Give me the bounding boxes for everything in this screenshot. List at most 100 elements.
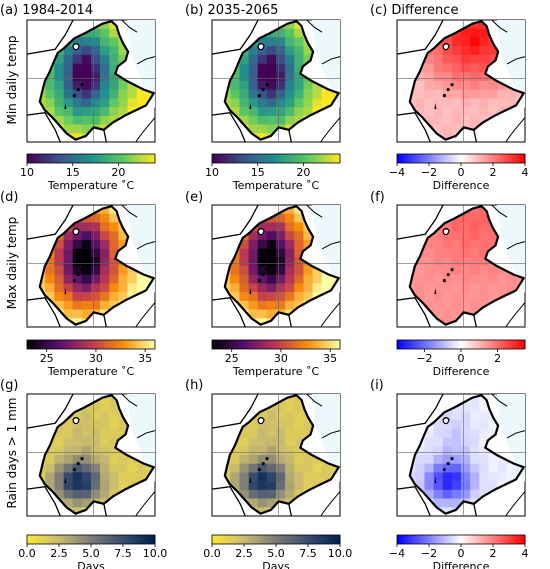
heatmap-cell xyxy=(230,266,240,276)
colorbar-segment xyxy=(480,535,483,544)
colorbar-segment xyxy=(241,154,245,163)
heatmap-cell xyxy=(239,292,249,302)
heatmap-cell xyxy=(285,107,295,117)
heatmap-cell xyxy=(285,489,295,499)
colorbar-segment xyxy=(86,340,90,349)
heatmap-cell xyxy=(479,411,489,421)
neighbour-border xyxy=(211,204,259,240)
heatmap-cell xyxy=(230,72,240,82)
lake-icon xyxy=(265,457,269,461)
colorbar-tick-label: 35 xyxy=(323,352,337,365)
heatmap-cell xyxy=(285,428,295,438)
panel-title: (b) 2035-2065 xyxy=(185,3,278,18)
colorbar-segment xyxy=(44,535,47,544)
heatmap-cell xyxy=(303,54,313,64)
colorbar-segment xyxy=(484,340,487,349)
colorbar-segment xyxy=(54,154,58,163)
heatmap-cell xyxy=(415,107,425,117)
heatmap-cell xyxy=(54,455,64,465)
heatmap-cell xyxy=(81,248,92,258)
colorbar-segment xyxy=(101,340,105,349)
colorbar-segment xyxy=(33,340,36,349)
heatmap-cell xyxy=(451,463,462,473)
heatmap-cell xyxy=(54,54,64,64)
colorbar-segment xyxy=(144,340,147,349)
colorbar-segment xyxy=(461,535,464,544)
heatmap-cell xyxy=(442,54,453,64)
colorbar-segment xyxy=(316,535,320,544)
heatmap-cell xyxy=(470,231,480,241)
colorbar-segment xyxy=(214,535,217,544)
lake-icon xyxy=(72,417,80,425)
heatmap-cell xyxy=(257,115,268,125)
heatmap-cell xyxy=(409,472,416,482)
heatmap-cell xyxy=(45,107,55,117)
heatmap-cell xyxy=(257,133,268,140)
heatmap-cell xyxy=(257,455,268,465)
heatmap-cell xyxy=(479,274,489,284)
heatmap-cell xyxy=(479,46,489,56)
heatmap-cell xyxy=(230,481,240,491)
colorbar-tick-label: 5.0 xyxy=(82,547,100,560)
heatmap-cell xyxy=(100,206,110,215)
colorbar-segment xyxy=(507,340,511,349)
heatmap-cell xyxy=(330,89,339,99)
colorbar-segment xyxy=(312,535,315,544)
colorbar-segment xyxy=(401,154,404,163)
heatmap-cell xyxy=(294,274,304,284)
heatmap-cell xyxy=(239,472,249,482)
heatmap-cell xyxy=(461,446,471,456)
colorbar-segment xyxy=(495,535,498,544)
heatmap-cell xyxy=(285,274,295,284)
colorbar-segment xyxy=(495,340,498,349)
heatmap-cell xyxy=(451,472,462,482)
heatmap-cell xyxy=(451,257,462,267)
heatmap-cell xyxy=(294,455,304,465)
coastline xyxy=(505,302,526,328)
heatmap-cell xyxy=(72,115,83,125)
neighbour-border xyxy=(473,129,477,143)
heatmap-cell xyxy=(285,54,295,64)
heatmap-cell xyxy=(100,266,110,276)
heatmap-cell xyxy=(451,107,462,117)
colorbar-segment xyxy=(522,154,526,163)
colorbar-segment xyxy=(39,154,43,163)
neighbour-border xyxy=(211,486,246,517)
colorbar-segment xyxy=(429,340,432,349)
colorbar-segment xyxy=(303,340,307,349)
heatmap-cell xyxy=(91,472,101,482)
heatmap-cell xyxy=(461,481,471,491)
heatmap-cell xyxy=(266,420,277,430)
heatmap-cell xyxy=(276,89,286,99)
heatmap-cell xyxy=(127,472,138,482)
heatmap-cell xyxy=(257,63,268,73)
heatmap-cell xyxy=(479,239,489,249)
heatmap-cell xyxy=(415,455,425,465)
colorbar-segment xyxy=(403,340,406,349)
colorbar-segment xyxy=(241,340,245,349)
heatmap-cell xyxy=(470,395,480,404)
lake-icon xyxy=(64,476,67,483)
neighbour-border xyxy=(396,486,431,517)
colorbar-segment xyxy=(322,154,326,163)
heatmap-cell xyxy=(285,283,295,293)
colorbar-segment xyxy=(331,535,334,544)
colorbar-segment xyxy=(33,535,36,544)
colorbar-segment xyxy=(295,535,298,544)
heatmap-cell xyxy=(109,446,119,456)
heatmap-cell xyxy=(91,463,101,473)
colorbar-segment xyxy=(407,154,411,163)
colorbar-segment xyxy=(441,154,445,163)
heatmap-cell xyxy=(285,481,295,491)
colorbar-segment xyxy=(322,535,326,544)
heatmap-cell xyxy=(63,63,74,73)
heatmap-cell xyxy=(461,300,471,310)
heatmap-cell xyxy=(442,63,453,73)
heatmap-cell xyxy=(257,239,268,249)
colorbar-segment xyxy=(490,340,494,349)
colorbar-segment xyxy=(226,340,230,349)
heatmap-cell xyxy=(118,428,128,438)
heatmap-cell xyxy=(442,274,453,284)
heatmap-cell xyxy=(257,309,268,319)
heatmap-cell xyxy=(81,498,92,508)
